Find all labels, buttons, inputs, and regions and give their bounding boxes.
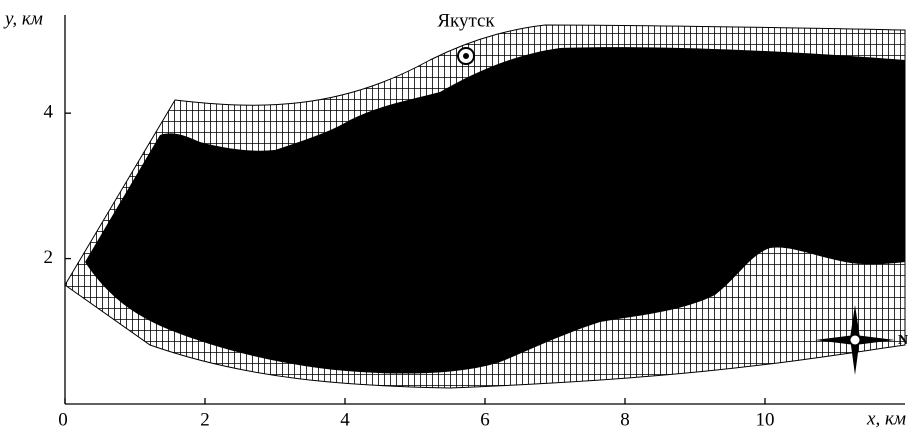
compass — [815, 305, 895, 375]
x-axis-label: x, км — [866, 408, 906, 429]
river-map — [64, 24, 906, 389]
island — [570, 97, 856, 171]
y-tick-label: 4 — [44, 102, 54, 123]
city-marker-dot — [463, 53, 469, 59]
x-tick-label: 10 — [756, 409, 775, 430]
city-label: Якутск — [437, 10, 495, 31]
x-tick-label: 4 — [340, 409, 350, 430]
island — [205, 155, 345, 299]
x-tick-label: 2 — [200, 409, 210, 430]
compass-label: N — [898, 333, 908, 348]
x-tick-label: 6 — [480, 409, 490, 430]
x-tick-label: 0 — [58, 409, 68, 430]
y-axis-label: y, км — [3, 8, 43, 29]
y-tick-label: 2 — [44, 247, 54, 268]
island — [422, 134, 735, 341]
flow-arrow — [239, 199, 285, 270]
flow-arrow — [719, 124, 824, 138]
flow-arrow — [449, 142, 510, 211]
x-tick-label: 8 — [620, 409, 630, 430]
